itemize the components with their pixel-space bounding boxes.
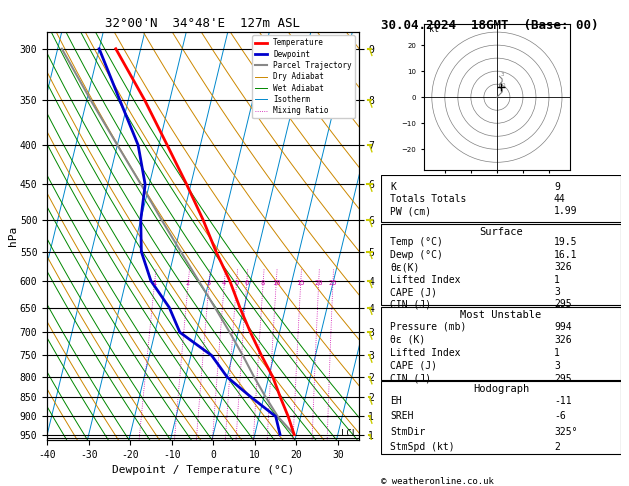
- Text: 0: 0: [502, 83, 506, 88]
- Text: 1: 1: [152, 280, 157, 286]
- Bar: [381, 307, 621, 380]
- Text: 994: 994: [554, 322, 572, 332]
- Y-axis label: km
ASL: km ASL: [385, 236, 403, 257]
- Text: θε (K): θε (K): [390, 335, 425, 345]
- Text: SREH: SREH: [390, 411, 414, 421]
- Text: 1: 1: [554, 275, 560, 285]
- Text: kt: kt: [429, 25, 439, 34]
- Text: 25: 25: [328, 280, 337, 286]
- Text: 44: 44: [554, 194, 565, 204]
- Text: 2: 2: [186, 280, 190, 286]
- Y-axis label: hPa: hPa: [8, 226, 18, 246]
- Text: Totals Totals: Totals Totals: [390, 194, 467, 204]
- X-axis label: Dewpoint / Temperature (°C): Dewpoint / Temperature (°C): [112, 465, 294, 475]
- Text: 4: 4: [222, 280, 226, 286]
- Text: LCL: LCL: [341, 430, 357, 438]
- Text: StmSpd (kt): StmSpd (kt): [390, 442, 455, 452]
- Text: EH: EH: [390, 396, 402, 406]
- Text: Lifted Index: Lifted Index: [390, 275, 460, 285]
- Text: 6: 6: [244, 280, 248, 286]
- Text: StmDir: StmDir: [390, 427, 425, 436]
- Text: 326: 326: [554, 335, 572, 345]
- Text: Pressure (mb): Pressure (mb): [390, 322, 467, 332]
- Text: 16.1: 16.1: [554, 250, 577, 260]
- Bar: [381, 224, 621, 305]
- Text: 2: 2: [554, 442, 560, 452]
- Text: Most Unstable: Most Unstable: [460, 310, 542, 320]
- Text: 326: 326: [554, 262, 572, 272]
- Text: -6: -6: [554, 411, 565, 421]
- Title: 32°00'N  34°48'E  127m ASL: 32°00'N 34°48'E 127m ASL: [105, 17, 301, 31]
- Text: Hodograph: Hodograph: [473, 384, 529, 394]
- Text: 8: 8: [261, 280, 265, 286]
- Text: CIN (J): CIN (J): [390, 374, 431, 384]
- Text: PW (cm): PW (cm): [390, 206, 431, 216]
- Text: CAPE (J): CAPE (J): [390, 361, 437, 371]
- Text: © weatheronline.co.uk: © weatheronline.co.uk: [381, 477, 493, 486]
- Text: K: K: [390, 182, 396, 192]
- Text: 30.04.2024  18GMT  (Base: 00): 30.04.2024 18GMT (Base: 00): [381, 19, 598, 33]
- Text: CIN (J): CIN (J): [390, 299, 431, 310]
- Text: 3: 3: [207, 280, 211, 286]
- Text: 5: 5: [234, 280, 238, 286]
- Text: 1.99: 1.99: [554, 206, 577, 216]
- Text: θε(K): θε(K): [390, 262, 420, 272]
- Text: 1: 1: [554, 348, 560, 358]
- Text: 19.5: 19.5: [554, 237, 577, 247]
- Text: -11: -11: [554, 396, 572, 406]
- Text: 295: 295: [554, 374, 572, 384]
- Text: 20: 20: [314, 280, 323, 286]
- Text: 295: 295: [554, 299, 572, 310]
- Text: 9: 9: [554, 182, 560, 192]
- Text: 10: 10: [272, 280, 281, 286]
- Text: Dewp (°C): Dewp (°C): [390, 250, 443, 260]
- Text: CAPE (J): CAPE (J): [390, 287, 437, 297]
- Bar: [381, 381, 621, 453]
- Text: 15: 15: [296, 280, 305, 286]
- Text: Lifted Index: Lifted Index: [390, 348, 460, 358]
- Text: 325°: 325°: [554, 427, 577, 436]
- Text: 3: 3: [501, 72, 504, 77]
- Text: 3: 3: [554, 361, 560, 371]
- Text: 3: 3: [554, 287, 560, 297]
- Text: Temp (°C): Temp (°C): [390, 237, 443, 247]
- Legend: Temperature, Dewpoint, Parcel Trajectory, Dry Adiabat, Wet Adiabat, Isotherm, Mi: Temperature, Dewpoint, Parcel Trajectory…: [252, 35, 355, 118]
- Bar: [381, 175, 621, 223]
- Text: Surface: Surface: [479, 227, 523, 237]
